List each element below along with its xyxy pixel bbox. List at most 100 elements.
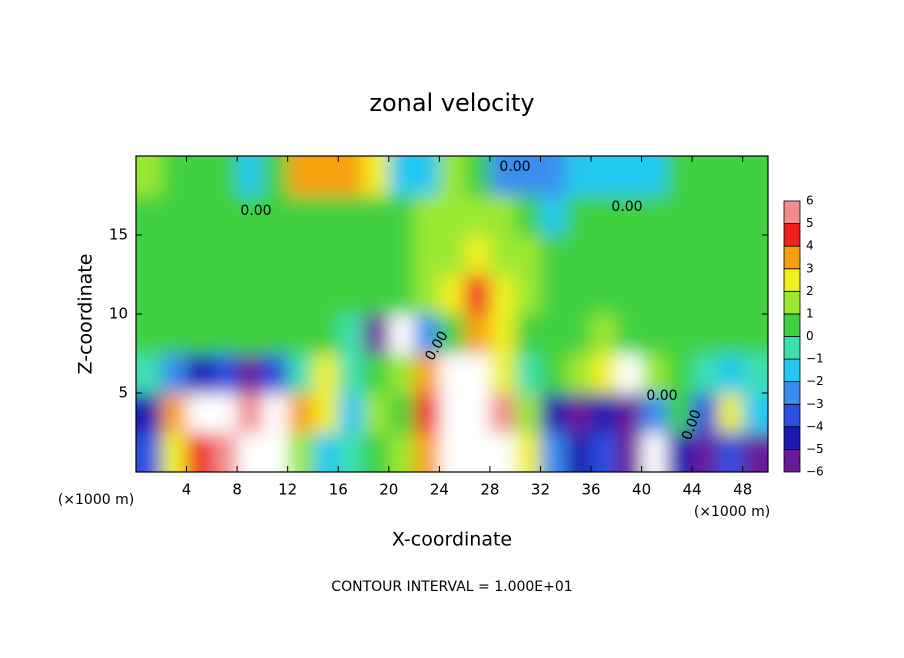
field-cell <box>287 393 314 433</box>
field-cell <box>565 432 592 472</box>
colorbar-label: −5 <box>806 442 824 456</box>
field-cell <box>136 393 162 433</box>
x-tick-label: 20 <box>379 481 398 499</box>
field-cell <box>211 235 238 275</box>
colorbar-label: −1 <box>806 352 824 366</box>
field-cell <box>136 235 162 275</box>
field-cell <box>489 314 516 354</box>
field-cell <box>717 195 744 236</box>
field-cell <box>515 432 541 472</box>
field-cell <box>237 314 263 354</box>
colorbar-box <box>783 403 801 428</box>
field-cell <box>742 432 768 472</box>
colorbar-label: 4 <box>806 239 814 253</box>
field-cell <box>717 235 744 275</box>
field-cell <box>692 314 718 354</box>
field-cell <box>161 195 188 236</box>
y-tick-label: 15 <box>109 226 128 244</box>
field-cell <box>338 156 365 196</box>
field-cell <box>692 393 718 433</box>
field-cell <box>717 353 744 394</box>
field-cell <box>186 314 213 354</box>
x-tick-label: 8 <box>232 481 242 499</box>
field-cell <box>692 353 718 394</box>
field-cell <box>641 195 668 236</box>
field-cell <box>489 432 516 472</box>
field-cell <box>211 432 238 472</box>
field-cell <box>237 195 263 236</box>
field-cell <box>591 353 617 394</box>
field-cell <box>692 156 718 196</box>
colorbar-box <box>783 449 801 473</box>
field-cell <box>616 156 643 196</box>
field-cell <box>312 314 339 354</box>
field-cell <box>641 314 668 354</box>
contour-label: 0.00 <box>240 203 271 219</box>
field-cell <box>211 393 238 433</box>
field-cell <box>363 195 390 236</box>
field-cell <box>136 353 162 394</box>
field-cell <box>186 274 213 315</box>
field-cell <box>717 432 744 472</box>
field-cell <box>388 314 415 354</box>
field-cell <box>312 432 339 472</box>
field-cell <box>464 274 491 315</box>
colorbar-box <box>783 313 801 337</box>
field-cell <box>692 235 718 275</box>
field-cell <box>489 353 516 394</box>
field-cell <box>641 393 668 433</box>
field-cell <box>338 274 365 315</box>
colorbar-box <box>783 336 801 360</box>
field-cell <box>136 314 162 354</box>
field-cell <box>312 156 339 196</box>
field-cell <box>540 432 567 472</box>
field-cell <box>692 274 718 315</box>
colorbar-box <box>783 268 801 292</box>
field-cell <box>641 156 668 196</box>
field-cell <box>489 235 516 275</box>
field-cell <box>515 393 541 433</box>
field-cell <box>464 235 491 275</box>
field-cell <box>515 195 541 236</box>
field-cell <box>565 353 592 394</box>
field-cell <box>540 195 567 236</box>
field-cell <box>388 353 415 394</box>
field-cell <box>211 314 238 354</box>
field-cell <box>161 353 188 394</box>
field-cell <box>540 235 567 275</box>
colorbar-box <box>783 290 801 315</box>
colorbar-label: −4 <box>806 419 824 433</box>
field-cell <box>287 274 314 315</box>
field-cell <box>262 353 289 394</box>
footer-note: CONTOUR INTERVAL = 1.000E+01 <box>331 579 572 595</box>
field-cell <box>338 314 365 354</box>
field-cell <box>439 353 466 394</box>
field-cell <box>363 156 390 196</box>
field-cell <box>692 432 718 472</box>
field-cell <box>414 393 440 433</box>
field-cell <box>287 432 314 472</box>
x-tick-label: 40 <box>632 481 651 499</box>
field-cell <box>186 156 213 196</box>
field-cell <box>338 353 365 394</box>
colorbar-box <box>783 223 801 247</box>
field-cell <box>312 353 339 394</box>
field-cell <box>262 314 289 354</box>
field-cell <box>616 393 643 433</box>
colorbar-label: −3 <box>806 397 824 411</box>
field-cell <box>161 393 188 433</box>
x-tick-label: 28 <box>480 481 499 499</box>
field-cell <box>515 156 541 196</box>
field-cell <box>363 432 390 472</box>
colorbar-box <box>783 200 801 224</box>
field-cell <box>388 235 415 275</box>
field-cell <box>464 353 491 394</box>
field-cell <box>540 156 567 196</box>
field-cell <box>464 393 491 433</box>
field-cell <box>515 235 541 275</box>
field-cell <box>666 156 693 196</box>
field-cell <box>515 274 541 315</box>
colorbar-label: 6 <box>806 194 814 208</box>
field-cell <box>616 274 643 315</box>
